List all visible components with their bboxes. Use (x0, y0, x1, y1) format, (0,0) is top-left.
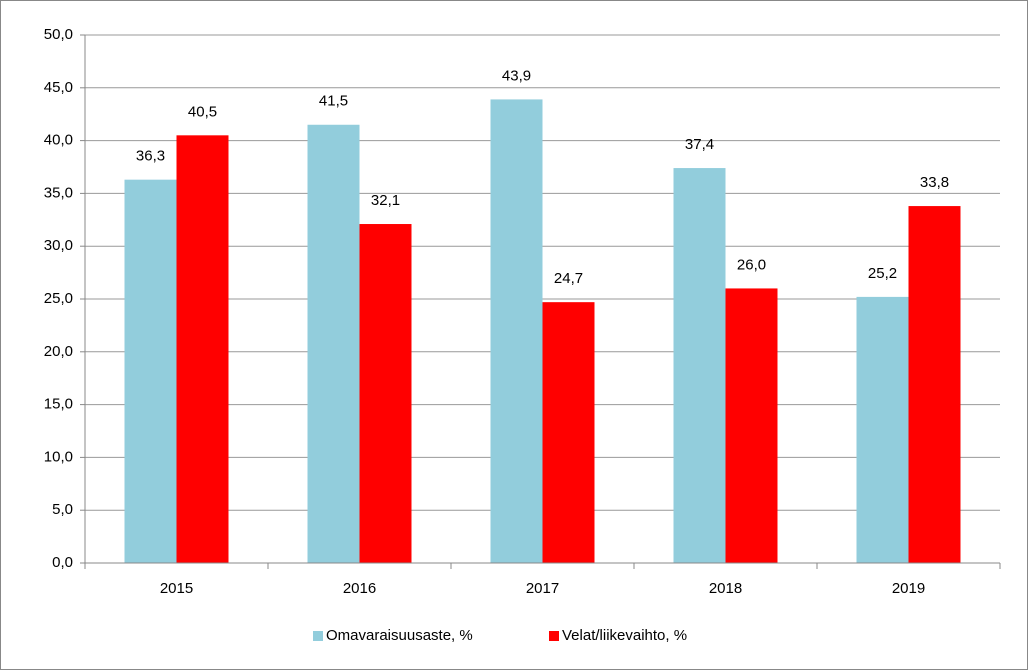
data-label: 26,0 (737, 256, 766, 273)
data-label: 36,3 (136, 148, 165, 165)
x-tick-label: 2015 (160, 580, 193, 597)
data-label: 32,1 (371, 192, 400, 209)
y-tick-label: 45,0 (44, 79, 73, 96)
y-tick-label: 20,0 (44, 343, 73, 360)
y-tick-label: 35,0 (44, 184, 73, 201)
bar (124, 179, 177, 563)
bar (673, 168, 726, 563)
bar (490, 99, 543, 563)
y-tick-label: 10,0 (44, 448, 73, 465)
x-tick-label: 2017 (526, 580, 559, 597)
x-tick-label: 2018 (709, 580, 742, 597)
data-label: 25,2 (868, 265, 897, 282)
y-tick-label: 50,0 (44, 26, 73, 43)
y-tick-label: 25,0 (44, 290, 73, 307)
data-label: 33,8 (920, 174, 949, 191)
y-tick-label: 0,0 (52, 554, 73, 571)
x-tick-label: 2016 (343, 580, 376, 597)
bar (856, 296, 909, 563)
bar (725, 288, 778, 563)
legend-label: Omavaraisuusaste, % (326, 627, 473, 644)
data-label: 40,5 (188, 103, 217, 120)
legend-label: Velat/liikevaihto, % (562, 627, 687, 644)
bar (176, 135, 229, 563)
y-tick-label: 15,0 (44, 396, 73, 413)
data-label: 24,7 (554, 270, 583, 287)
data-label: 41,5 (319, 93, 348, 110)
data-label: 37,4 (685, 136, 714, 153)
x-tick-label: 2019 (892, 580, 925, 597)
bar (542, 302, 595, 563)
y-tick-label: 40,0 (44, 132, 73, 149)
y-tick-label: 5,0 (52, 501, 73, 518)
bar (359, 224, 412, 564)
legend-swatch (549, 631, 559, 641)
bar (908, 206, 961, 563)
bar (307, 124, 360, 563)
data-label: 43,9 (502, 67, 531, 84)
legend-swatch (313, 631, 323, 641)
y-tick-label: 30,0 (44, 237, 73, 254)
